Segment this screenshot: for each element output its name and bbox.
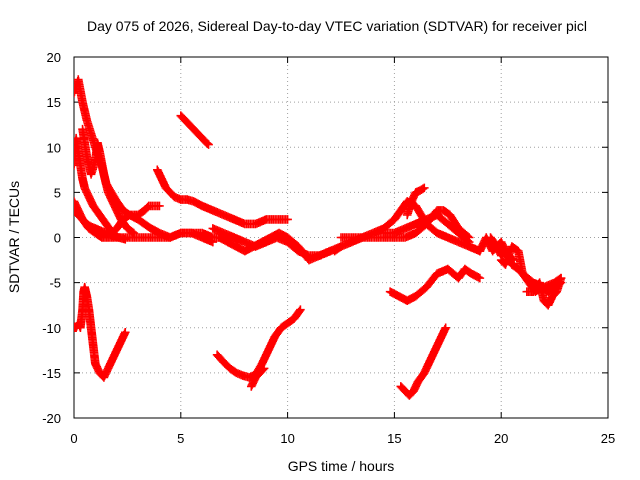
data-point [420, 183, 429, 193]
data-point [556, 273, 566, 283]
data-point [120, 235, 130, 244]
data-series-3 [78, 124, 139, 238]
y-tick-label: 20 [47, 50, 61, 65]
y-tick-label: -20 [42, 411, 61, 426]
x-tick-label: 25 [601, 431, 615, 446]
x-axis-label: GPS time / hours [288, 458, 395, 474]
data-series-15 [402, 183, 429, 220]
data-point [283, 215, 292, 224]
x-tick-label: 5 [177, 431, 184, 446]
y-tick-label: -15 [42, 366, 61, 381]
data-series-8 [176, 111, 213, 149]
y-tick-label: 10 [47, 140, 61, 155]
data-point [509, 255, 519, 265]
data-point [204, 140, 213, 149]
y-tick-label: 15 [47, 95, 61, 110]
data-point [155, 201, 164, 211]
y-tick-label: 5 [54, 185, 61, 200]
data-series-21 [522, 273, 566, 310]
data-series-16 [379, 210, 474, 247]
data-point [463, 236, 473, 246]
data-point [418, 184, 428, 194]
chart-title: Day 075 of 2026, Sidereal Day-to-day VTE… [87, 18, 587, 34]
data-point [508, 254, 518, 264]
data-point [258, 365, 268, 374]
data-series-12 [246, 364, 269, 391]
data-series-7 [153, 165, 292, 229]
data-point [259, 364, 269, 373]
data-series-22 [475, 233, 519, 265]
data-series-17 [385, 264, 485, 305]
data-point [475, 273, 485, 283]
y-tick-label: -10 [42, 321, 61, 336]
data-points [74, 75, 566, 400]
y-tick-label: 0 [54, 231, 61, 246]
axis-ticks [73, 56, 609, 419]
data-series-6 [74, 282, 130, 382]
data-series-18 [396, 323, 450, 400]
y-tick-label: -5 [49, 276, 61, 291]
data-series-10 [214, 228, 335, 265]
x-tick-labels: 0 5 10 15 20 25 [70, 431, 615, 446]
x-tick-label: 10 [280, 431, 294, 446]
data-point [295, 306, 304, 316]
data-series-5 [74, 206, 130, 244]
data-point [120, 327, 130, 337]
data-point [296, 305, 305, 314]
y-axis-label: SDTVAR / TECUs [6, 181, 22, 293]
data-point [464, 237, 474, 247]
data-series-11 [212, 305, 305, 382]
data-point [441, 323, 450, 333]
x-tick-label: 20 [494, 431, 508, 446]
x-tick-label: 0 [70, 431, 77, 446]
y-tick-labels: -20 -15 -10 -5 0 5 10 15 20 [42, 50, 61, 426]
data-point [74, 88, 79, 98]
x-tick-label: 15 [387, 431, 401, 446]
data-point [203, 139, 212, 148]
data-point [74, 197, 79, 206]
